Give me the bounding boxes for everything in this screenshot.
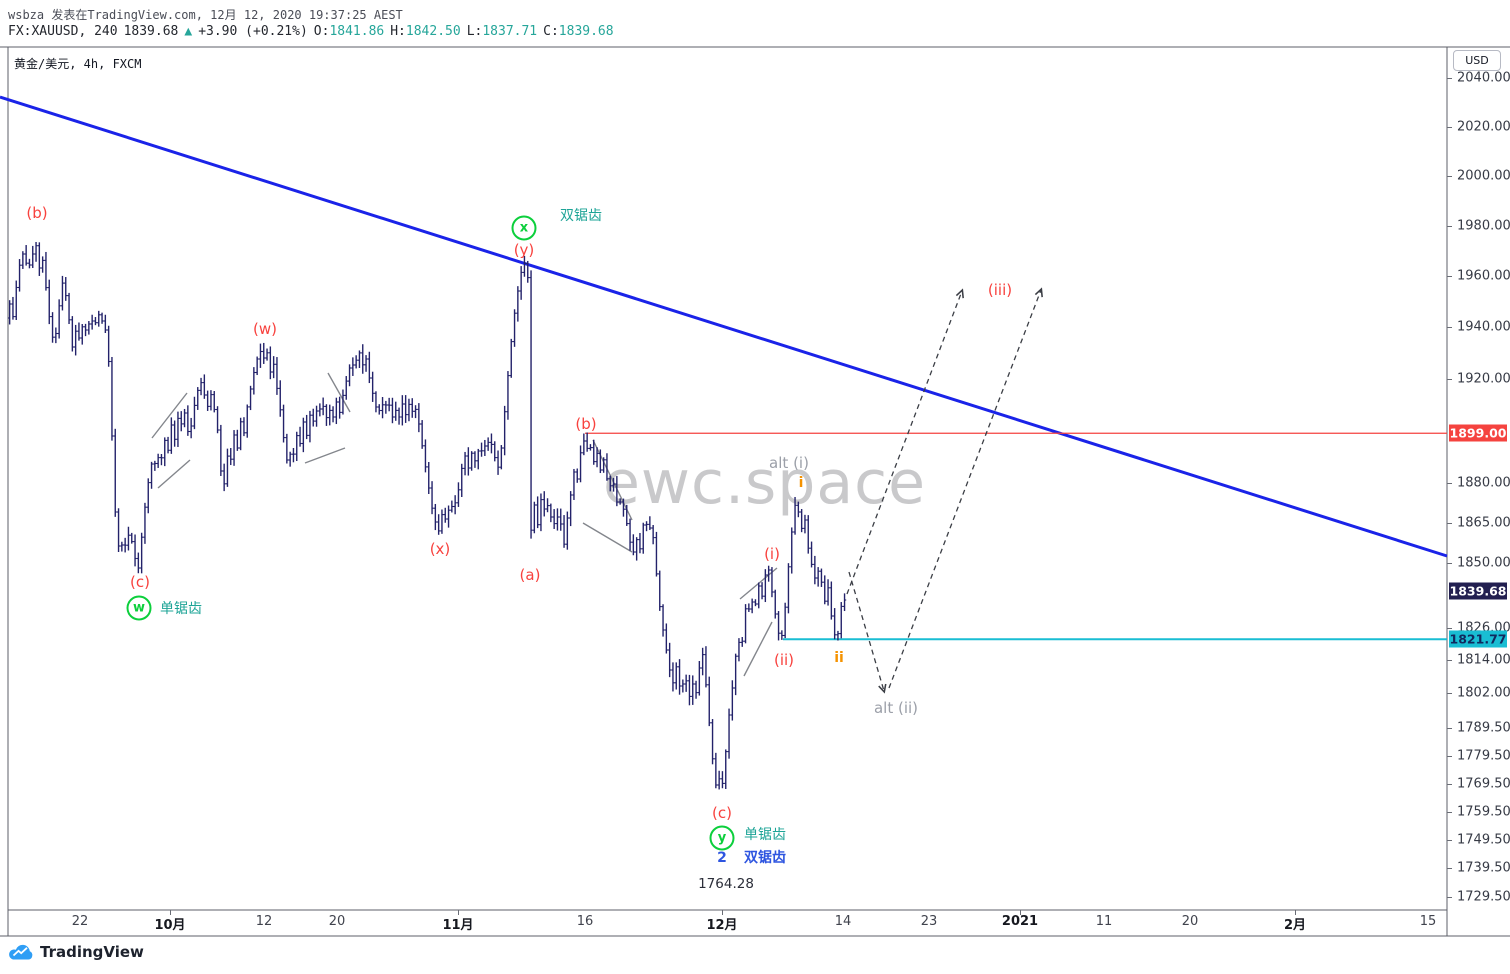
price-tick-mark	[1447, 660, 1452, 662]
symbol-interval: FX:XAUUSD, 240	[8, 24, 118, 39]
price-tick-mark	[1447, 226, 1452, 228]
price-tick-label: 1739.50	[1457, 860, 1510, 876]
price-tick-mark	[1447, 783, 1452, 785]
descending-trendline[interactable]	[0, 95, 1448, 558]
price-tick-label: 1789.50	[1457, 720, 1510, 736]
time-axis-label: 15	[1419, 914, 1437, 929]
symbol-ohlc-line: FX:XAUUSD, 240 1839.68 ▲ +3.90 (+0.21%) O:18…	[8, 24, 620, 39]
price-tick-mark	[1447, 522, 1452, 524]
time-axis-label: 20	[328, 914, 346, 929]
time-tick-mark	[1020, 910, 1021, 915]
time-tick-mark	[170, 910, 171, 915]
open-label: O:	[313, 24, 330, 39]
price-tick-label: 1779.50	[1457, 748, 1510, 764]
projection-arrow[interactable]	[888, 290, 1041, 689]
price-change: +3.90 (+0.21%)	[198, 24, 308, 39]
time-axis-label: 14	[834, 914, 852, 929]
chart-legend[interactable]: 黄金/美元, 4h, FXCM	[14, 57, 142, 71]
time-tick-mark	[722, 910, 723, 915]
price-bars	[8, 241, 847, 790]
tradingview-logo[interactable]: TradingView	[8, 942, 144, 962]
horizontal-price-lines[interactable]	[585, 432, 1447, 641]
price-tick-label: 1940.00	[1457, 319, 1510, 335]
price-tick-label: 1769.50	[1457, 776, 1510, 792]
price-tick-mark	[1447, 562, 1452, 564]
time-tick-mark	[458, 910, 459, 915]
price-axis[interactable]: USD 2040.00 2020.00 2000.00 1980.00 1960.00 1…	[1447, 47, 1510, 936]
projection-arrow[interactable]	[848, 571, 884, 691]
tradingview-logo-text: TradingView	[40, 943, 144, 961]
price-tick-mark	[1447, 727, 1452, 729]
time-axis-label: 12	[255, 914, 273, 929]
currency-button[interactable]: USD	[1453, 50, 1501, 71]
price-tick-mark	[1447, 755, 1452, 757]
price-tick-label: 1814.00	[1457, 652, 1510, 668]
price-tick-label: 2040.00	[1457, 70, 1510, 86]
tradingview-cloud-icon	[9, 944, 33, 960]
price-tick-label: 1850.00	[1457, 555, 1510, 571]
watermark: ewc.space	[603, 448, 927, 518]
price-tick-mark	[1447, 868, 1452, 870]
price-tick-label: 2020.00	[1457, 119, 1510, 135]
time-axis-label: 2月	[1283, 918, 1307, 933]
high-value: 1842.50	[405, 24, 461, 39]
time-axis-label: 2021	[1001, 914, 1039, 929]
price-tick-mark	[1447, 839, 1452, 841]
price-tick-label: 1729.50	[1457, 889, 1510, 905]
price-tick-mark	[1447, 126, 1452, 128]
price-tick-mark	[1447, 378, 1452, 380]
projection-arrows[interactable]	[846, 290, 1041, 691]
time-axis-label: 20	[1181, 914, 1199, 929]
publish-info-line: wsbza 发表在TradingView.com, 12月 12, 2020 1…	[8, 8, 403, 22]
price-tick-label: 1960.00	[1457, 268, 1510, 284]
time-axis-label: 22	[71, 914, 89, 929]
open-value: 1841.86	[329, 24, 385, 39]
price-tick-mark	[1447, 897, 1452, 898]
price-tick-mark	[1447, 78, 1452, 79]
price-tick-mark	[1447, 483, 1452, 485]
price-level-badge: 1821.77	[1449, 630, 1507, 648]
price-tick-label: 1920.00	[1457, 371, 1510, 387]
price-level-badge: 1839.68	[1449, 582, 1507, 600]
price-tick-mark	[1447, 276, 1452, 278]
up-arrow-icon: ▲	[184, 24, 193, 39]
close-label: C:	[543, 24, 559, 39]
low-value: 1837.71	[482, 24, 538, 39]
projection-arrow[interactable]	[846, 291, 962, 595]
time-axis-label: 10月	[154, 918, 186, 933]
time-axis-label: 11	[1095, 914, 1113, 929]
time-axis-label: 11月	[442, 918, 474, 933]
price-tick-mark	[1447, 327, 1452, 329]
price-tick-mark	[1447, 627, 1452, 629]
price-tick-label: 1865.00	[1457, 515, 1510, 531]
price-tick-mark	[1447, 693, 1452, 695]
price-tick-mark	[1447, 811, 1452, 813]
close-value: 1839.68	[558, 24, 614, 39]
price-tick-label: 1802.00	[1457, 685, 1510, 701]
price-level-badge: 1899.00	[1449, 424, 1507, 442]
price-tick-label: 1880.00	[1457, 475, 1510, 491]
channel-lines[interactable]	[151, 372, 778, 677]
low-label: L:	[466, 24, 483, 39]
time-tick-mark	[1295, 910, 1296, 915]
last-price: 1839.68	[123, 24, 179, 39]
price-tick-label: 2000.00	[1457, 168, 1510, 184]
time-axis-label: 16	[576, 914, 594, 929]
price-tick-label: 1980.00	[1457, 218, 1510, 234]
pane-borders	[0, 46, 1510, 937]
price-tick-label: 1759.50	[1457, 804, 1510, 820]
price-tick-label: 1749.50	[1457, 832, 1510, 848]
price-tick-mark	[1447, 176, 1452, 178]
time-axis-label: 23	[920, 914, 938, 929]
high-label: H:	[390, 24, 406, 39]
time-axis-label: 12月	[706, 918, 738, 933]
